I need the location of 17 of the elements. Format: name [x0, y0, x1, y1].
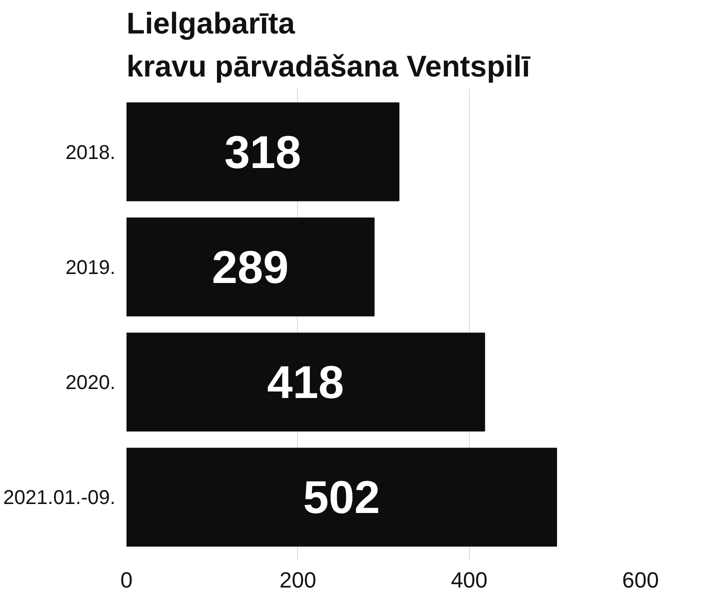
bar — [126, 332, 486, 432]
data-label: 289 — [212, 240, 289, 293]
x-tick-label: 0 — [120, 568, 133, 592]
data-label: 418 — [267, 356, 344, 408]
chart-title: Lielgabarīta kravu pārvadāšana Ventspilī — [126, 8, 531, 84]
data-label: 318 — [224, 126, 302, 178]
bar — [126, 218, 375, 316]
data-label: 502 — [303, 471, 380, 524]
bar — [126, 102, 400, 202]
y-tick-label: 2018. — [65, 142, 116, 164]
y-tick-label: 2020. — [65, 372, 116, 394]
bar — [126, 448, 558, 547]
x-tick-label: 400 — [450, 568, 488, 592]
x-tick-label: 200 — [279, 568, 316, 592]
y-tick-label: 2019. — [65, 256, 116, 279]
x-tick-label: 600 — [622, 568, 659, 592]
y-tick-label: 2021.01.-09. — [3, 487, 116, 510]
